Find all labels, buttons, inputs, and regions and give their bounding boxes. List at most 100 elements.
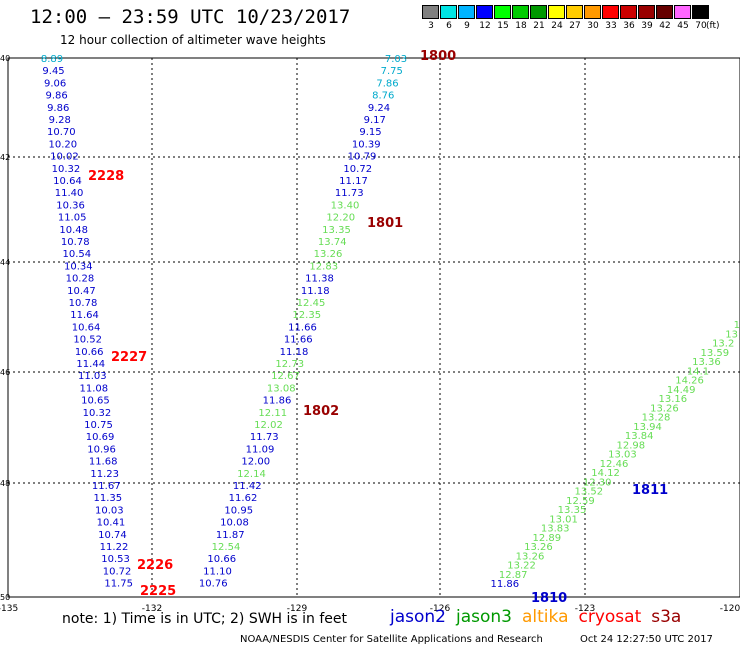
track-value: 11.87 xyxy=(216,530,245,541)
x-tick-label: -126 xyxy=(430,604,451,614)
track-value: 11.38 xyxy=(305,274,334,285)
colorbar-swatch-5 xyxy=(512,5,529,19)
track-value: 9.17 xyxy=(364,115,386,126)
pass-time-label: 1811 xyxy=(632,483,668,498)
track-value: 12.73 xyxy=(275,359,304,370)
track-value: 10.96 xyxy=(87,444,116,455)
track-value: 10.95 xyxy=(224,505,253,516)
track-value: 11.73 xyxy=(335,188,364,199)
x-tick-label: -129 xyxy=(287,604,308,614)
colorbar-label: 39 xyxy=(641,21,653,31)
colorbar-label: 27 xyxy=(569,21,581,31)
colorbar-swatch-1 xyxy=(440,5,457,19)
track-value: 12 xyxy=(734,320,740,331)
colorbar-swatch-3 xyxy=(476,5,493,19)
colorbar-label: 12 xyxy=(479,21,491,31)
track-value: 10.66 xyxy=(75,347,104,358)
track-value: 7.03 xyxy=(385,54,407,65)
track-value: 12.11 xyxy=(258,408,287,419)
track-value: 10.20 xyxy=(49,139,78,150)
pass-time-label: 2227 xyxy=(111,350,147,365)
track-value: 11.40 xyxy=(55,188,84,199)
track-value: 11.09 xyxy=(246,444,275,455)
track-value: 10.48 xyxy=(59,225,88,236)
track-value: 12.35 xyxy=(292,310,321,321)
y-tick-label: 50 xyxy=(0,593,10,602)
track-value: 7.75 xyxy=(381,66,403,77)
track-value: 13.2 xyxy=(712,339,734,350)
track-value: 12.20 xyxy=(326,213,355,224)
colorbar-swatch-8 xyxy=(566,5,583,19)
colorbar-swatch-9 xyxy=(584,5,601,19)
track-value: 12.89 xyxy=(532,533,561,544)
colorbar-label: 24 xyxy=(551,21,563,31)
track-value: 12.83 xyxy=(309,261,338,272)
track-value: 10.64 xyxy=(53,176,82,187)
track-value: 10.66 xyxy=(207,554,236,565)
track-value: 10.54 xyxy=(62,249,91,260)
track-value: 11.73 xyxy=(250,432,279,443)
track-value: 10.79 xyxy=(348,152,377,163)
colorbar-swatch-0 xyxy=(422,5,439,19)
track-value: 10.36 xyxy=(56,200,85,211)
pass-time-label: 2228 xyxy=(88,169,124,184)
track-value: 10.02 xyxy=(50,152,79,163)
colorbar-label: 30 xyxy=(587,21,599,31)
colorbar xyxy=(422,5,710,19)
track-value: 10.52 xyxy=(73,335,102,346)
track-value: 10.72 xyxy=(343,164,372,175)
track-value: 13.26 xyxy=(516,551,545,562)
colorbar-swatch-14 xyxy=(674,5,691,19)
track-value: 12.46 xyxy=(600,459,629,470)
track-value: 13.52 xyxy=(574,487,603,498)
colorbar-swatch-15 xyxy=(692,5,709,19)
track-value: 13.59 xyxy=(700,348,729,359)
track-value: 10.41 xyxy=(97,518,126,529)
timestamp: Oct 24 12:27:50 UTC 2017 xyxy=(580,634,713,645)
satellite-legend: jason2 jason3 altika cryosat s3a xyxy=(390,607,681,627)
x-tick-label: -132 xyxy=(142,604,162,614)
x-tick-label: -120 xyxy=(720,604,740,614)
track-value: 11.18 xyxy=(301,286,330,297)
track-value: 10.78 xyxy=(61,237,90,248)
track-value: 13.83 xyxy=(541,524,570,535)
track-value: 12.45 xyxy=(297,298,326,309)
map-frame xyxy=(7,57,740,598)
track-value: 13.35 xyxy=(322,225,351,236)
track-value: 13.35 xyxy=(558,505,587,516)
page-title: 12:00 – 23:59 UTC 10/23/2017 xyxy=(30,6,351,28)
track-value: 11.17 xyxy=(339,176,368,187)
track-value: 13.74 xyxy=(318,237,347,248)
colorbar-swatch-4 xyxy=(494,5,511,19)
track-value: 9.86 xyxy=(46,91,68,102)
track-value: 10.75 xyxy=(84,420,113,431)
subtitle: 12 hour collection of altimeter wave hei… xyxy=(60,33,326,47)
track-value: 13.36 xyxy=(692,357,721,368)
track-value: 10.08 xyxy=(220,518,249,529)
y-tick-label: 44 xyxy=(0,258,10,267)
track-value: 13.01 xyxy=(549,514,578,525)
track-value: 11.66 xyxy=(288,322,317,333)
colorbar-swatch-12 xyxy=(638,5,655,19)
track-value: 10.76 xyxy=(199,579,228,590)
track-value: 12.14 xyxy=(237,469,266,480)
track-value: 11.42 xyxy=(233,481,262,492)
track-value: 11.64 xyxy=(70,310,99,321)
colorbar-swatch-10 xyxy=(602,5,619,19)
footnote: note: 1) Time is in UTC; 2) SWH is in fe… xyxy=(62,611,348,627)
pass-time-label: 1801 xyxy=(367,216,403,231)
legend-jason2: jason2 xyxy=(390,607,446,627)
credit-line: NOAA/NESDIS Center for Satellite Applica… xyxy=(240,634,543,645)
track-value: 10.70 xyxy=(47,127,76,138)
track-value: 9.06 xyxy=(44,78,66,89)
legend-s3a: s3a xyxy=(651,607,682,627)
colorbar-swatch-7 xyxy=(548,5,565,19)
track-value: 7.86 xyxy=(376,78,398,89)
track-value: 14.1 xyxy=(687,366,709,377)
track-value: 12.00 xyxy=(241,457,270,468)
track-value: 10.28 xyxy=(66,274,95,285)
track-value: 11.23 xyxy=(90,469,119,480)
track-value: 10.72 xyxy=(103,566,132,577)
track-value: 8.89 xyxy=(41,54,63,65)
track-value: 13.26 xyxy=(314,249,343,260)
